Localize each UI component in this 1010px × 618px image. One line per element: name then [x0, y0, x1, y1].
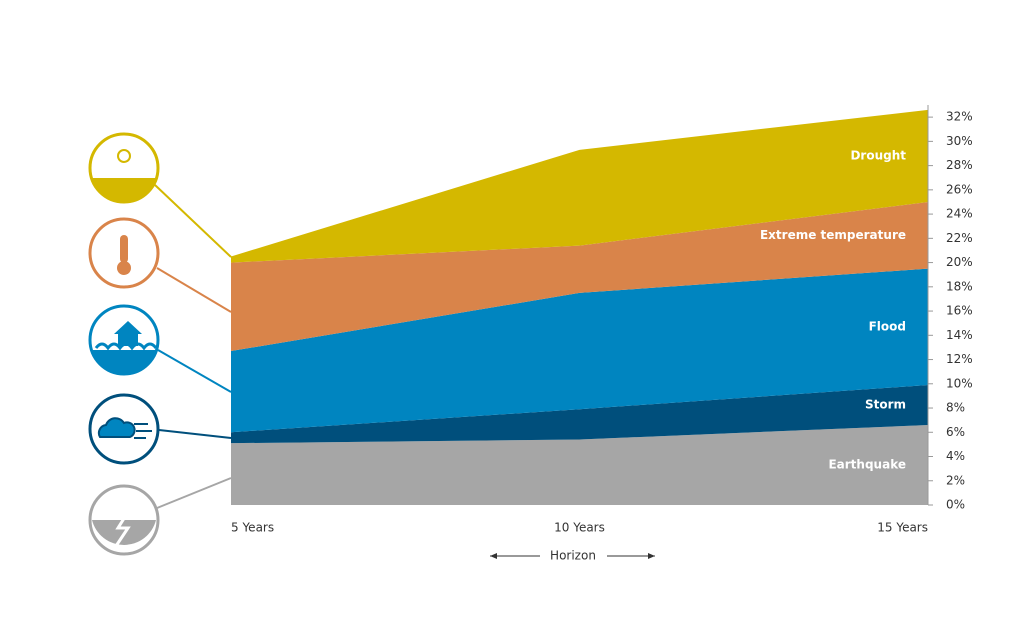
y-tick-label: 12%: [946, 352, 973, 366]
y-tick-label: 22%: [946, 231, 973, 245]
connector: [158, 429, 232, 439]
series-label: Extreme temperature: [760, 228, 906, 242]
icons: [88, 132, 232, 556]
area: [231, 425, 928, 505]
series-label: Drought: [850, 148, 906, 162]
area: [231, 201, 928, 352]
series-label: Storm: [865, 398, 906, 412]
area: [231, 109, 928, 263]
y-tick-label: 8%: [946, 401, 965, 415]
y-tick-label: 20%: [946, 255, 973, 269]
x-tick-label: 10 Years: [554, 521, 605, 535]
area: [231, 268, 928, 433]
x-axis-label: Horizon: [550, 549, 596, 563]
connector: [156, 477, 232, 509]
series-label: Flood: [869, 319, 906, 333]
storm-icon: [88, 393, 160, 465]
series-label: Earthquake: [828, 458, 906, 472]
y-tick-label: 26%: [946, 182, 973, 196]
x-tick-label: 5 Years: [231, 521, 274, 535]
temperature-icon: [88, 217, 160, 289]
y-tick-label: 14%: [946, 328, 973, 342]
connector: [156, 267, 232, 313]
y-tick-label: 16%: [946, 304, 973, 318]
y-tick-label: 24%: [946, 207, 973, 221]
y-tick-label: 30%: [946, 134, 973, 148]
y-tick-label: 32%: [946, 110, 973, 124]
y-tick-label: 2%: [946, 473, 965, 487]
y-tick-label: 6%: [946, 425, 965, 439]
y-tick-label: 4%: [946, 449, 965, 463]
connector: [154, 184, 232, 258]
area: [231, 385, 928, 444]
earthquake-icon: [88, 484, 160, 556]
plot-area: [231, 109, 928, 505]
y-tick-label: 28%: [946, 158, 973, 172]
y-tick-label: 0%: [946, 498, 965, 512]
drought-icon: [88, 132, 160, 204]
x-tick-label: 15 Years: [877, 521, 928, 535]
y-tick-label: 18%: [946, 279, 973, 293]
y-tick-label: 10%: [946, 376, 973, 390]
flood-icon: [88, 304, 160, 376]
connector: [157, 349, 232, 393]
